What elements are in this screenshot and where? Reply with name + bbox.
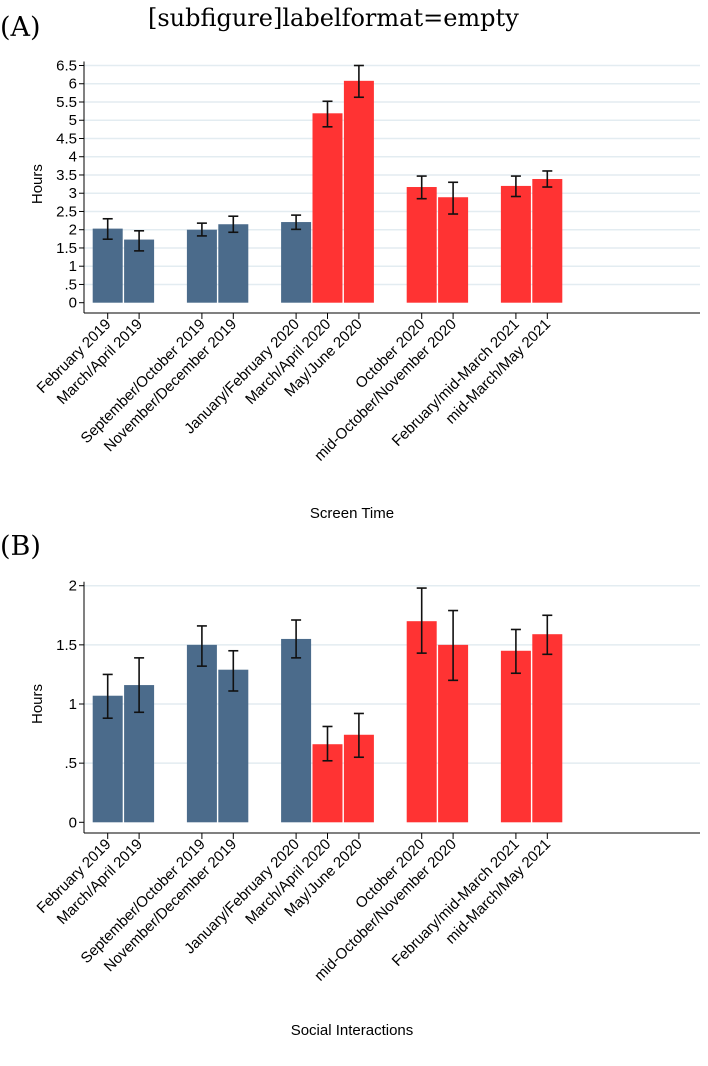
bar-post [343, 80, 374, 303]
bar-pre [186, 229, 217, 303]
y-tick-label: 0 [69, 814, 77, 831]
x-axis-label: Screen Time [310, 505, 394, 522]
y-tick-label: 3.5 [56, 167, 77, 184]
bar-pre [92, 228, 123, 303]
y-tick-label: 2.5 [56, 203, 77, 220]
y-tick-label: .5 [64, 276, 77, 293]
y-axis-label: Hours [29, 164, 46, 204]
y-tick-label: 4.5 [56, 130, 77, 147]
y-tick-label: 3 [69, 185, 77, 202]
bar-post [500, 185, 531, 303]
y-tick-label: 2 [69, 222, 77, 239]
bar-post [406, 621, 437, 823]
y-tick-label: 5 [69, 112, 77, 129]
bar-pre [186, 644, 217, 823]
bar-post [500, 650, 531, 823]
y-tick-label: 1 [69, 258, 77, 275]
y-tick-label: .5 [64, 755, 77, 772]
y-tick-label: 4 [69, 149, 77, 166]
bar-post [312, 113, 343, 303]
panel-a-label: (A) [0, 12, 41, 43]
y-tick-label: 1.5 [56, 637, 77, 654]
bar-post [532, 178, 563, 303]
bar-pre [281, 222, 312, 303]
caption-artifact: [subfigure]labelformat=empty [148, 4, 519, 32]
y-tick-label: 5.5 [56, 94, 77, 111]
y-tick-label: 1 [69, 696, 77, 713]
y-tick-label: 2 [69, 578, 77, 595]
y-tick-label: 6.5 [56, 58, 77, 75]
bar-pre [218, 669, 249, 823]
bar-pre [281, 638, 312, 823]
panel-b-label: (B) [0, 531, 41, 562]
bar-post [532, 634, 563, 823]
y-axis-label: Hours [29, 684, 46, 724]
x-axis-label: Social Interactions [291, 1022, 414, 1039]
y-tick-label: 0 [69, 295, 77, 312]
y-tick-label: 6 [69, 76, 77, 93]
y-tick-label: 1.5 [56, 240, 77, 257]
bar-post [406, 187, 437, 303]
bar-pre [218, 224, 249, 303]
